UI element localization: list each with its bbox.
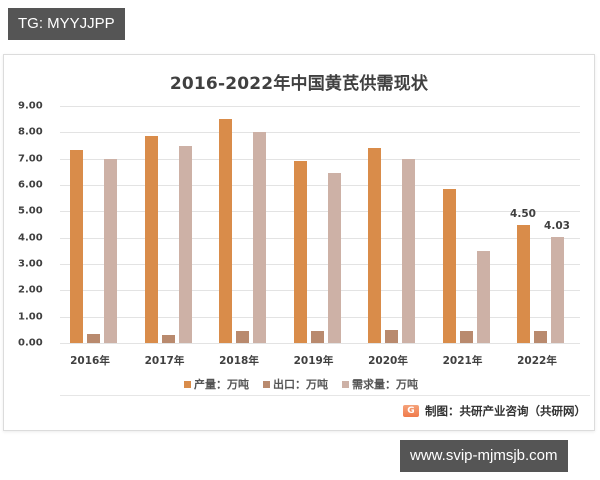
legend-item: 需求量：万吨 xyxy=(342,376,418,392)
bar-production xyxy=(368,147,381,343)
legend-label: 需求量：万吨 xyxy=(352,378,418,391)
legend-label: 出口：万吨 xyxy=(273,378,328,391)
y-tick-label: 3.00 xyxy=(18,258,43,270)
bar-export xyxy=(385,330,398,343)
bar-demand xyxy=(104,158,117,343)
gridline xyxy=(60,158,580,160)
x-tick-label: 2017年 xyxy=(144,355,185,367)
gridline xyxy=(60,132,580,134)
bar-demand xyxy=(402,158,415,343)
y-tick-label: 1.00 xyxy=(18,311,43,323)
gridline xyxy=(60,211,580,213)
y-tick-label: 0.00 xyxy=(18,337,43,349)
bar-demand xyxy=(253,131,266,343)
x-tick-label: 2016年 xyxy=(70,355,110,367)
bar-export xyxy=(534,331,547,343)
bar-export xyxy=(310,331,324,343)
divider xyxy=(60,395,590,396)
x-tick-label: 2022年 xyxy=(517,355,557,367)
bar-export xyxy=(87,334,100,343)
bar-production xyxy=(517,224,530,343)
chart-card: 2016-2022年中国黄芪供需现状 0.00 1.00 2.00 3.00 4.00 5… xyxy=(3,54,595,431)
chart-title: 2016-2022年中国黄芪供需现状 xyxy=(169,74,429,94)
bar-demand xyxy=(178,145,192,343)
bar-production xyxy=(293,160,307,343)
bar-production xyxy=(442,188,456,343)
bar-demand xyxy=(551,236,564,343)
legend-label: 产量：万吨 xyxy=(194,378,249,391)
bar-production xyxy=(144,135,158,343)
data-label: 4.50 xyxy=(510,207,536,220)
y-tick-label: 6.00 xyxy=(18,179,43,191)
y-tick-label: 8.00 xyxy=(18,126,43,138)
bar-production xyxy=(70,149,83,343)
source-credit: G 制图：共研产业咨询（共研网） xyxy=(403,403,586,419)
legend: 产量：万吨 出口：万吨 需求量：万吨 xyxy=(184,376,418,392)
y-tick-label: 4.00 xyxy=(18,232,43,244)
bar-export xyxy=(236,331,249,343)
gongyan-logo-icon: G xyxy=(403,405,419,417)
bar-demand xyxy=(327,172,341,343)
bar-export xyxy=(459,331,473,343)
x-tick-label: 2019年 xyxy=(293,355,334,367)
x-tick-label: 2021年 xyxy=(442,355,483,367)
bar-export xyxy=(161,335,175,343)
source-text: 制图：共研产业咨询（共研网） xyxy=(425,404,586,418)
data-label: 4.03 xyxy=(544,219,570,232)
legend-swatch-icon xyxy=(342,380,349,388)
y-tick-label: 7.00 xyxy=(18,153,43,165)
gridline xyxy=(60,185,580,186)
gridline xyxy=(60,343,580,344)
gridline xyxy=(60,106,580,107)
bar-production xyxy=(219,118,232,343)
gridline xyxy=(60,290,580,292)
gridline xyxy=(60,237,580,239)
x-tick-label: 2018年 xyxy=(219,355,259,367)
plot-area: 0.00 1.00 2.00 3.00 4.00 5.00 6.00 7.00 8.00 9.00… xyxy=(4,55,594,430)
y-tick-label: 2.00 xyxy=(18,284,43,296)
bar-demand xyxy=(476,250,490,343)
legend-swatch-icon xyxy=(184,380,191,388)
gridline xyxy=(60,264,580,265)
watermark-bottom: www.svip-mjmsjb.com xyxy=(400,440,568,472)
legend-swatch-icon xyxy=(263,380,270,388)
x-tick-label: 2020年 xyxy=(368,355,408,367)
gridline xyxy=(60,316,580,318)
y-tick-label: 5.00 xyxy=(18,205,43,217)
y-tick-label: 9.00 xyxy=(18,100,43,112)
legend-item: 出口：万吨 xyxy=(263,376,328,392)
watermark-top: TG: MYYJJPP xyxy=(8,8,125,40)
legend-item: 产量：万吨 xyxy=(184,376,249,392)
